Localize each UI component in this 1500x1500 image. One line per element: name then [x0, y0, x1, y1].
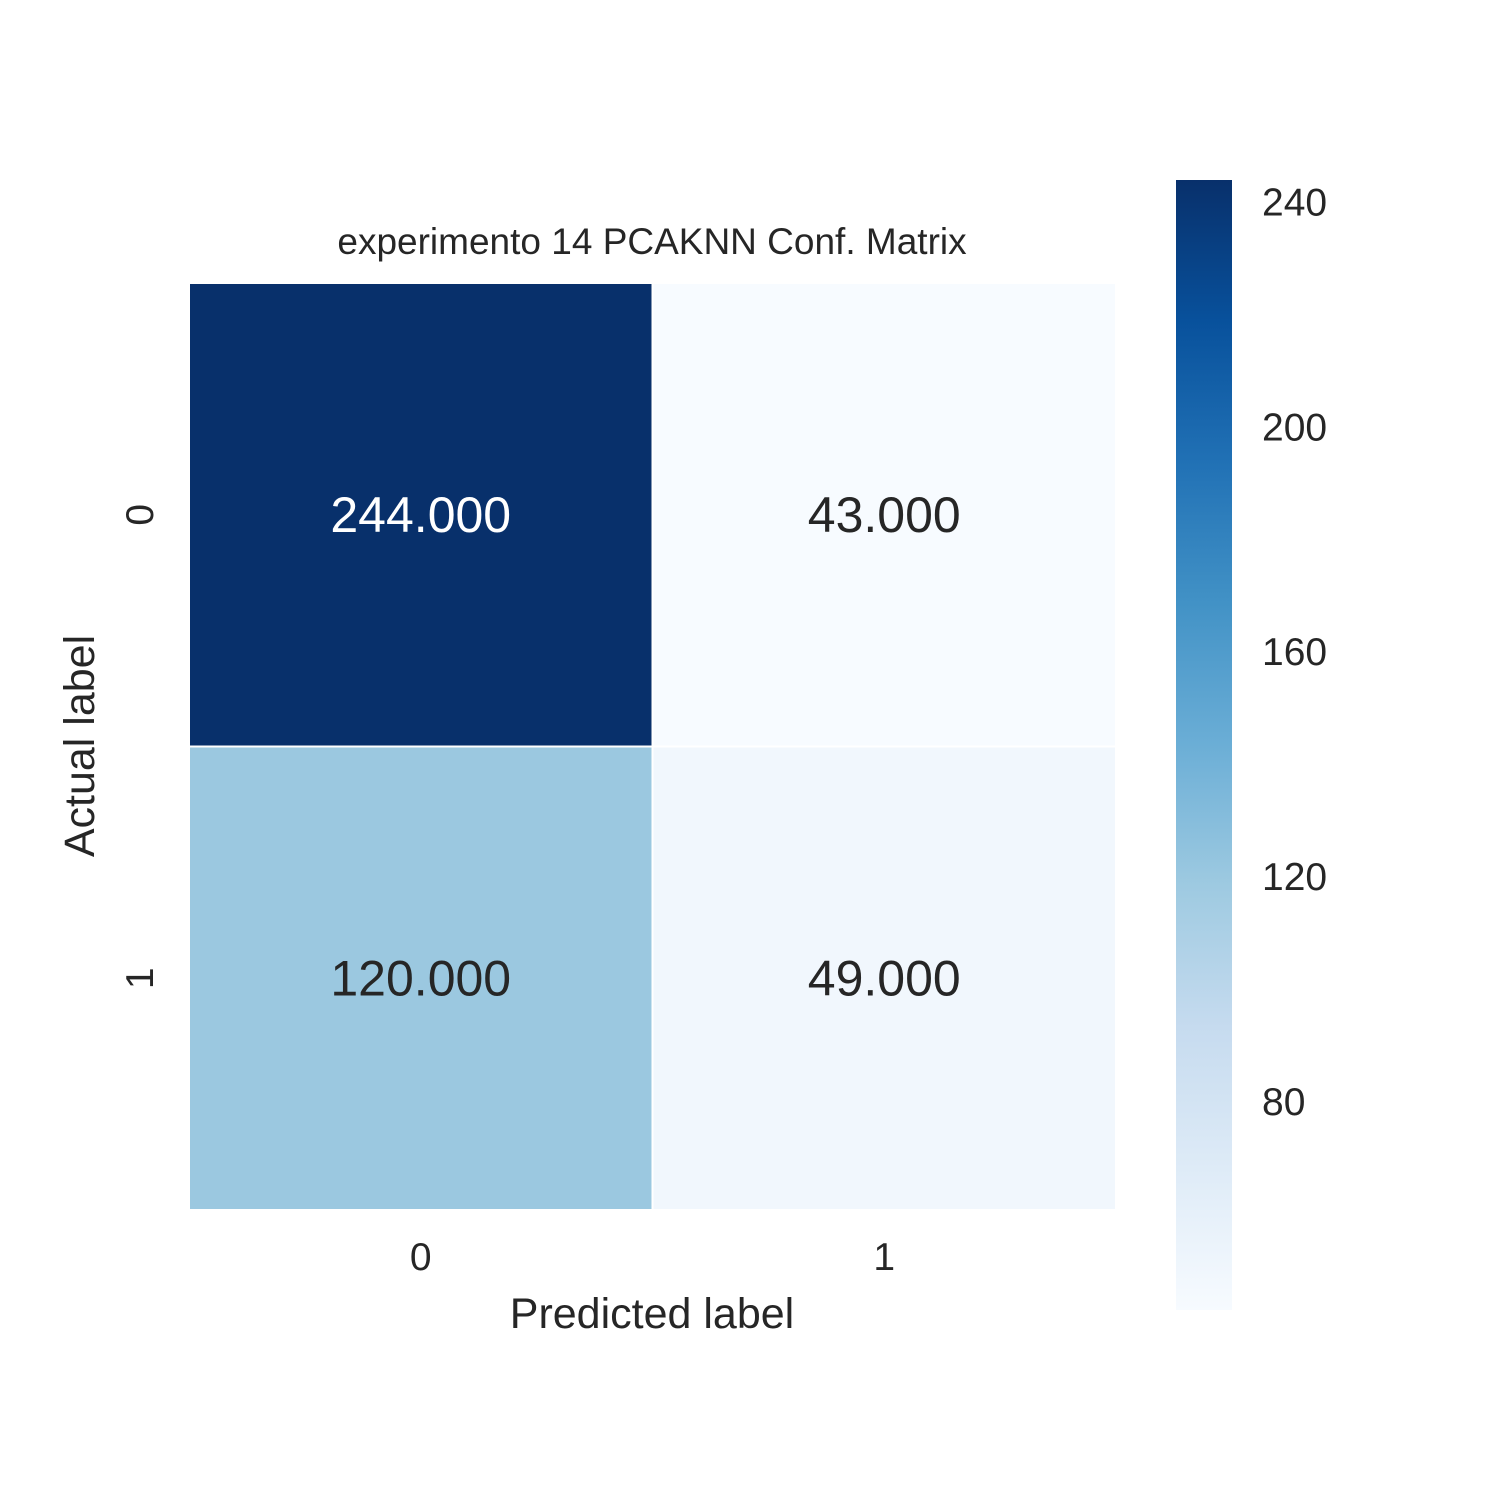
cell-label-1-1: 49.000: [808, 950, 961, 1006]
x-tick-label-1: 1: [873, 1236, 895, 1279]
cell-label-1-0: 120.000: [330, 950, 511, 1006]
colorbar-tick-label-4: 240: [1262, 181, 1327, 224]
y-axis-label: Actual label: [56, 635, 104, 857]
y-tick-label-1: 1: [119, 967, 162, 989]
heatmap-cell-0-0: [188, 282, 654, 748]
heatmap-cell-1-0: [188, 745, 654, 1211]
chart-title: experimento 14 PCAKNN Conf. Matrix: [337, 221, 967, 262]
heatmap-cell-0-1: [651, 282, 1117, 748]
heatmap-cell-labels: 244.000 43.000 120.000 49.000: [330, 487, 960, 1007]
cell-label-0-0: 244.000: [330, 487, 511, 543]
colorbar-tick-label-2: 160: [1262, 631, 1327, 674]
heatmap-cells: [188, 282, 1117, 1211]
x-tick-label-0: 0: [410, 1236, 432, 1279]
colorbar-tick-label-3: 200: [1262, 406, 1327, 449]
colorbar-ticks: 80 120 160 200 240: [1262, 181, 1327, 1124]
y-tick-label-0: 0: [119, 504, 162, 526]
x-axis-label: Predicted label: [510, 1290, 794, 1338]
colorbar-tick-label-0: 80: [1262, 1081, 1305, 1124]
cell-label-0-1: 43.000: [808, 487, 961, 543]
colorbar-tick-label-1: 120: [1262, 856, 1327, 899]
heatmap-cell-1-1: [651, 745, 1117, 1211]
y-axis-ticks: 01: [119, 504, 162, 989]
colorbar: [1176, 180, 1232, 1310]
